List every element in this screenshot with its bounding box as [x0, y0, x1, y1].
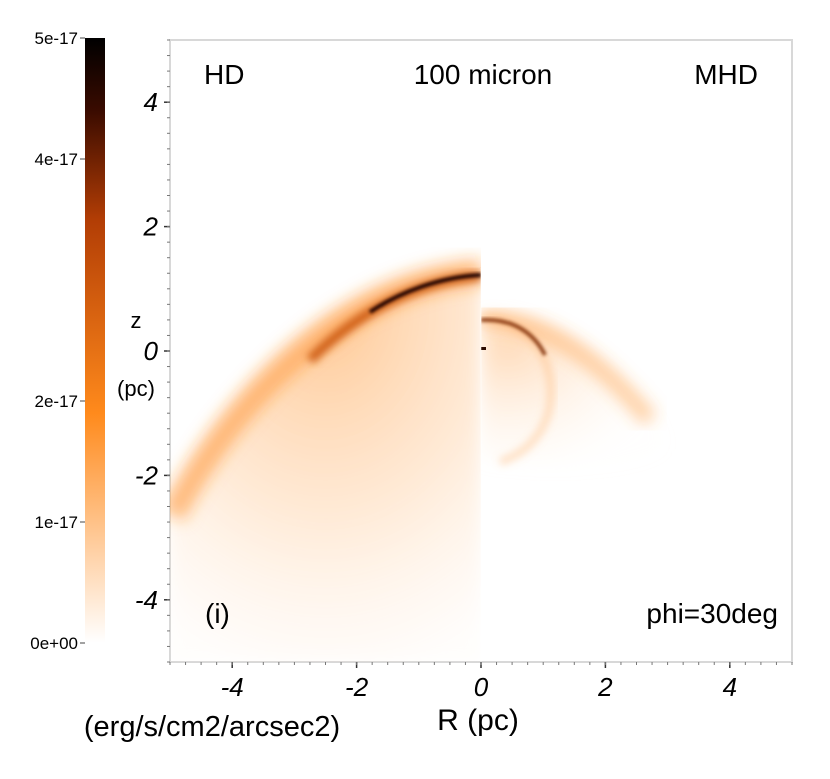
x-tick-label: 4: [723, 672, 737, 702]
colorbar-tick-label: 1e-17: [35, 513, 78, 532]
y-axis-label-line1: z: [131, 308, 142, 333]
y-tick-label: -2: [135, 460, 159, 490]
chart-title: 100 micron: [414, 59, 553, 90]
right-panel-label: MHD: [694, 59, 758, 90]
left-panel-label: HD: [204, 59, 244, 90]
mhd-emission-map: [481, 309, 663, 467]
x-axis-ticks: -4 -2 0 2 4: [169, 662, 793, 702]
colorbar: 5e-17 4e-17 2e-17 1e-17 0e+00 (erg/s/cm2/arc…: [30, 29, 340, 743]
colorbar-tick-label: 0e+00: [30, 634, 78, 653]
y-axis-label-line2: (pc): [117, 376, 155, 401]
y-axis-ticks: 4 2 0 -2 -4: [135, 39, 170, 663]
y-tick-label: 0: [144, 336, 159, 366]
y-tick-label: -4: [135, 585, 158, 615]
angle-label: phi=30deg: [646, 598, 778, 629]
x-tick-label: -4: [221, 672, 244, 702]
hd-emission-map: [170, 259, 481, 662]
colorbar-tick-label: 4e-17: [35, 150, 78, 169]
y-tick-label: 4: [144, 87, 158, 117]
colorbar-unit-label: (erg/s/cm2/arcsec2): [84, 711, 340, 743]
colorbar-gradient: [85, 38, 105, 643]
x-tick-label: -2: [345, 672, 369, 702]
x-tick-label: 2: [597, 672, 613, 702]
colorbar-ticks: 5e-17 4e-17 2e-17 1e-17 0e+00: [30, 29, 85, 653]
x-tick-label: 0: [474, 672, 489, 702]
panel-tag: (i): [205, 598, 230, 629]
colorbar-tick-label: 2e-17: [35, 392, 78, 411]
plot-area: HD 100 micron MHD (i) phi=30deg -4 -2 0 2 4 …: [135, 39, 793, 702]
x-axis-label: R (pc): [437, 704, 519, 737]
y-tick-label: 2: [143, 212, 159, 242]
colorbar-tick-label: 5e-17: [35, 29, 78, 48]
